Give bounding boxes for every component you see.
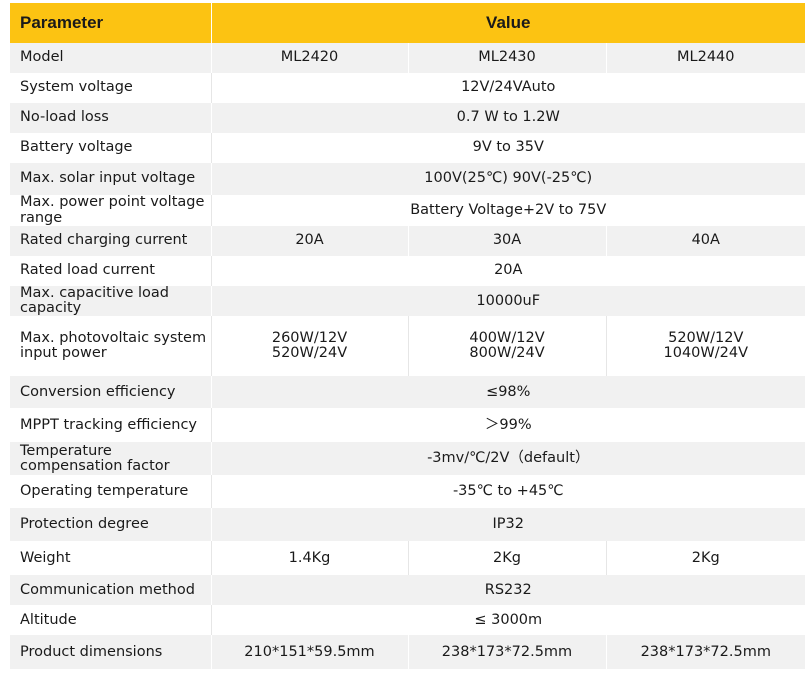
value-cell: RS232 [211,575,806,606]
table-row: No-load loss 0.7 W to 1.2W [10,103,806,133]
value-cell: 2Kg [606,541,806,576]
value-line: 260W/12V [271,330,348,347]
parameter-line: capacity [20,300,82,317]
table-row: Conversion efficiency ≤98% [10,376,806,409]
table-row: Battery voltage 9V to 35V [10,133,806,163]
value-cell: 20A [211,256,806,286]
parameter-header: Parameter [10,3,212,43]
value-cell: 20A [211,226,409,256]
table-row: Max. photovoltaic system input power 260W/… [10,316,806,377]
parameter-cell: Altitude [10,605,212,636]
value-cell: 238*173*72.5mm [606,635,806,670]
value-cell: ML2420 [211,43,409,73]
value-cell: 238*173*72.5mm [408,635,607,670]
parameter-cell: System voltage [10,73,212,103]
value-cell: 40A [606,226,806,256]
parameter-line: range [20,209,63,226]
parameter-cell: Operating temperature [10,475,212,509]
value-line: 520W/24V [271,345,348,362]
value-header: Value [211,3,806,43]
value-cell: 100V(25℃) 90V(-25℃) [211,163,806,195]
value-cell: 520W/12V 1040W/24V [606,316,806,377]
table-row: Communication method RS232 [10,575,806,606]
value-cell: -35℃ to +45℃ [211,475,806,509]
table-row: Weight 1.4Kg 2Kg 2Kg [10,541,806,576]
table-body: Model ML2420 ML2430 ML2440 System voltage 12V… [10,43,806,670]
parameter-line: Temperature [20,442,112,459]
value-cell: 210*151*59.5mm [211,635,409,670]
parameter-cell: Communication method [10,575,212,606]
value-cell: IP32 [211,508,806,542]
parameter-line: Max. capacitive load [20,285,169,301]
value-line: 520W/12V [668,330,744,347]
parameter-cell: Max. capacitive load capacity [10,285,212,317]
value-cell: Battery Voltage+2V to 75V [211,195,806,226]
parameter-cell: Conversion efficiency [10,376,212,409]
value-cell: ML2430 [408,43,607,73]
value-cell: ≤98% [211,376,806,409]
value-cell: -3mv/℃/2V（default） [211,442,806,476]
parameter-cell: Product dimensions [10,635,212,670]
table-row: Max. capacitive load capacity 10000uF [10,285,806,317]
table-row: Operating temperature -35℃ to +45℃ [10,475,806,509]
table-row: System voltage 12V/24VAuto [10,73,806,103]
parameter-cell: Temperature compensation factor [10,442,212,476]
specification-table: Parameter Value Model ML2420 ML2430 ML2440 S… [10,3,806,670]
value-cell: 0.7 W to 1.2W [211,103,806,133]
parameter-cell: Protection degree [10,508,212,542]
table-row: Rated charging current 20A 30A 40A [10,226,806,256]
table-row: Rated load current 20A [10,256,806,286]
table-row: Protection degree IP32 [10,508,806,542]
value-cell: 2Kg [408,541,607,576]
value-cell: 12V/24VAuto [211,73,806,103]
parameter-line: compensation factor [20,457,170,474]
parameter-cell: Max. solar input voltage [10,163,212,195]
table-row: Product dimensions 210*151*59.5mm 238*173*… [10,635,806,670]
parameter-cell: MPPT tracking efficiency [10,408,212,443]
parameter-cell: Model [10,43,212,73]
parameter-cell: Max. power point voltage range [10,194,212,226]
value-cell: 9V to 35V [211,133,806,163]
parameter-cell: Rated load current [10,256,212,286]
parameter-cell: Weight [10,541,212,576]
parameter-cell: Rated charging current [10,226,212,256]
table-row: MPPT tracking efficiency ＞99% [10,408,806,443]
value-line: 400W/12V [469,330,545,347]
table-row: Temperature compensation factor -3mv/℃/2V（… [10,442,806,476]
parameter-cell: Battery voltage [10,133,212,163]
table-row: Model ML2420 ML2430 ML2440 [10,43,806,73]
value-cell: 30A [408,226,607,256]
parameter-cell: No-load loss [10,103,212,133]
table-header-row: Parameter Value [10,3,806,43]
table-row: Altitude ≤ 3000m [10,605,806,636]
parameter-line: Max. photovoltaic system [20,330,207,347]
value-line: 1040W/24V [663,345,749,362]
value-cell: 1.4Kg [211,541,409,576]
parameter-cell: Max. photovoltaic system input power [10,316,212,377]
value-cell: ≤ 3000m [211,605,806,636]
table-row: Max. power point voltage range Battery Vol… [10,194,806,226]
value-cell: 260W/12V 520W/24V [211,316,409,377]
parameter-line: input power [20,345,107,362]
value-cell: 400W/12V 800W/24V [408,316,607,377]
table-row: Max. solar input voltage 100V(25℃) 90V(-2… [10,163,806,195]
value-line: 800W/24V [469,345,545,362]
value-cell: 10000uF [211,286,806,317]
value-cell: ML2440 [606,43,806,73]
value-cell: ＞99% [211,408,806,443]
parameter-line: Max. power point voltage [20,194,205,211]
